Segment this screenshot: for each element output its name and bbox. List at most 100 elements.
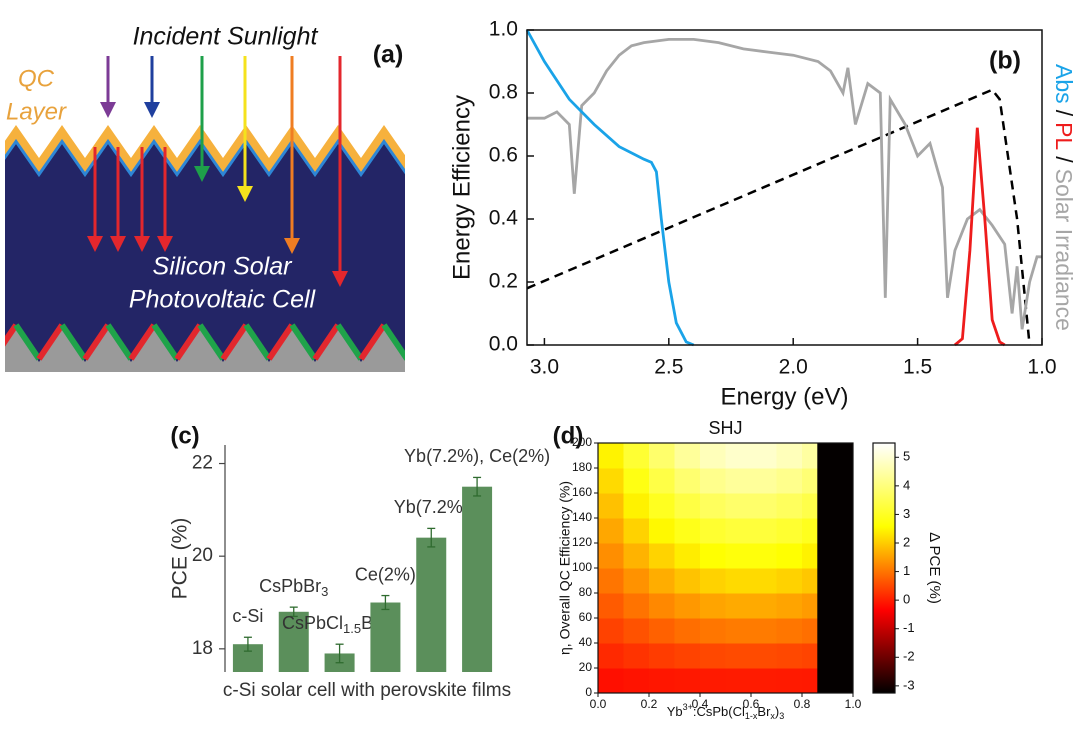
category-label: Yb(7.2%), Ce(2%) (404, 446, 550, 466)
category-label: c-Si (232, 606, 263, 626)
y-tick-label: 0 (585, 685, 592, 699)
colorbar-tick-label: -3 (903, 677, 915, 692)
legend-separator: / (1051, 156, 1075, 163)
x-axis-label: Yb3+:CsPb(Cl1-xBrx)3 (667, 702, 785, 721)
category-label: Ce(2%) (355, 564, 416, 584)
heatmap-cell (598, 593, 624, 619)
heatmap-cell (777, 668, 803, 694)
x-tick-label: 2.0 (779, 356, 808, 379)
colorbar-tick-label: 5 (903, 449, 910, 464)
heatmap-cell (726, 593, 752, 619)
y-tick-label: 22 (192, 453, 213, 474)
heatmap-cell (649, 668, 675, 694)
bar (370, 603, 400, 672)
x-tick-label: 3.0 (530, 356, 559, 379)
y-tick-label: 0.2 (489, 270, 518, 293)
heatmap-cell (726, 518, 752, 544)
heatmap-cell (700, 643, 726, 669)
heatmap-cell (777, 568, 803, 594)
heatmap-cell (675, 493, 701, 519)
x-axis-label-part: Br (757, 704, 771, 719)
heatmap-cell (751, 443, 777, 469)
legend-entry: Solar Irradiance (1051, 169, 1075, 331)
heatmap-cell (624, 493, 650, 519)
heatmap-cell (751, 568, 777, 594)
heatmap-cell (624, 668, 650, 694)
heatmap-cell (777, 618, 803, 644)
heatmap-cell (598, 643, 624, 669)
heatmap-cell (598, 493, 624, 519)
heatmap-cell (624, 518, 650, 544)
layer-label: Layer (6, 98, 67, 125)
y-axis-label: PCE (%) (169, 518, 192, 600)
colorbar-tick-label: 1 (903, 563, 910, 578)
heatmap-cell (802, 443, 818, 469)
x-axis-label-part: :CsPb(Cl (693, 704, 745, 719)
heatmap-cell (649, 568, 675, 594)
heatmap-cell (700, 493, 726, 519)
x-axis-label-part: 3+ (683, 702, 693, 712)
x-axis-label-part: Yb (667, 704, 683, 719)
colorbar-label: Δ PCE (%) (926, 532, 943, 604)
panel-label: (d) (553, 422, 584, 449)
heatmap-cell (649, 468, 675, 494)
x-tick-label: 1.5 (903, 356, 932, 379)
heatmap-cell (675, 593, 701, 619)
bar (462, 487, 492, 672)
y-tick-label: 80 (579, 585, 593, 599)
series-line (527, 39, 1042, 329)
heatmap-cell (649, 443, 675, 469)
heatmap-cell (777, 593, 803, 619)
clip-left (0, 100, 5, 380)
x-tick-label: 2.5 (654, 356, 683, 379)
heatmap-cell (649, 518, 675, 544)
y-tick-label: 0.0 (489, 333, 518, 356)
arrow-head (100, 102, 116, 118)
x-tick-label: 0.8 (794, 697, 811, 711)
category-label: CsPbBr3 (259, 576, 328, 600)
heatmap-cell (675, 668, 701, 694)
colorbar-tick-label: 4 (903, 477, 910, 492)
heatmap-cell (777, 543, 803, 569)
heatmap-cell (624, 468, 650, 494)
panel-label: (c) (170, 422, 199, 449)
figure: Incident Sunlight (a) QC Layer Silicon S… (0, 0, 1075, 738)
heatmap-cell (649, 643, 675, 669)
heatmap-cell (751, 668, 777, 694)
heatmap-cell (598, 468, 624, 494)
heatmap-cell (700, 568, 726, 594)
panel-label: (b) (989, 47, 1021, 75)
heatmap-cell (675, 643, 701, 669)
heatmap-cell (802, 643, 818, 669)
heatmap-cell (751, 618, 777, 644)
bar (416, 538, 446, 672)
heatmap-cell (817, 443, 853, 469)
x-tick-label: 1.0 (1027, 356, 1056, 379)
heatmap-cell (817, 468, 853, 494)
y-tick-label: 0.4 (489, 207, 519, 230)
series-line (527, 90, 1030, 345)
heatmap-cell (624, 443, 650, 469)
heatmap-cell (726, 543, 752, 569)
heatmap-cell (649, 493, 675, 519)
heatmap-cell (624, 568, 650, 594)
heatmap-cell (598, 568, 624, 594)
heatmap-cell (751, 543, 777, 569)
y-tick-label: 100 (572, 560, 592, 574)
heatmap-cell (700, 518, 726, 544)
heatmap-cell (675, 443, 701, 469)
heatmap-cell (817, 543, 853, 569)
heatmap-cell (624, 543, 650, 569)
heatmap-cell (751, 493, 777, 519)
heatmap-cell (675, 468, 701, 494)
diagram-title: Incident Sunlight (133, 23, 319, 51)
heatmap-cell (817, 593, 853, 619)
heatmap-cell (802, 568, 818, 594)
heatmap-cell (726, 468, 752, 494)
layer-label: QC (18, 65, 55, 92)
heatmap-cell (817, 568, 853, 594)
y-axis-label: η, Overall QC Efficiency (%) (557, 481, 573, 655)
heatmap-cell (777, 443, 803, 469)
cell-label: Photovoltaic Cell (129, 286, 317, 314)
heatmap-cell (598, 543, 624, 569)
